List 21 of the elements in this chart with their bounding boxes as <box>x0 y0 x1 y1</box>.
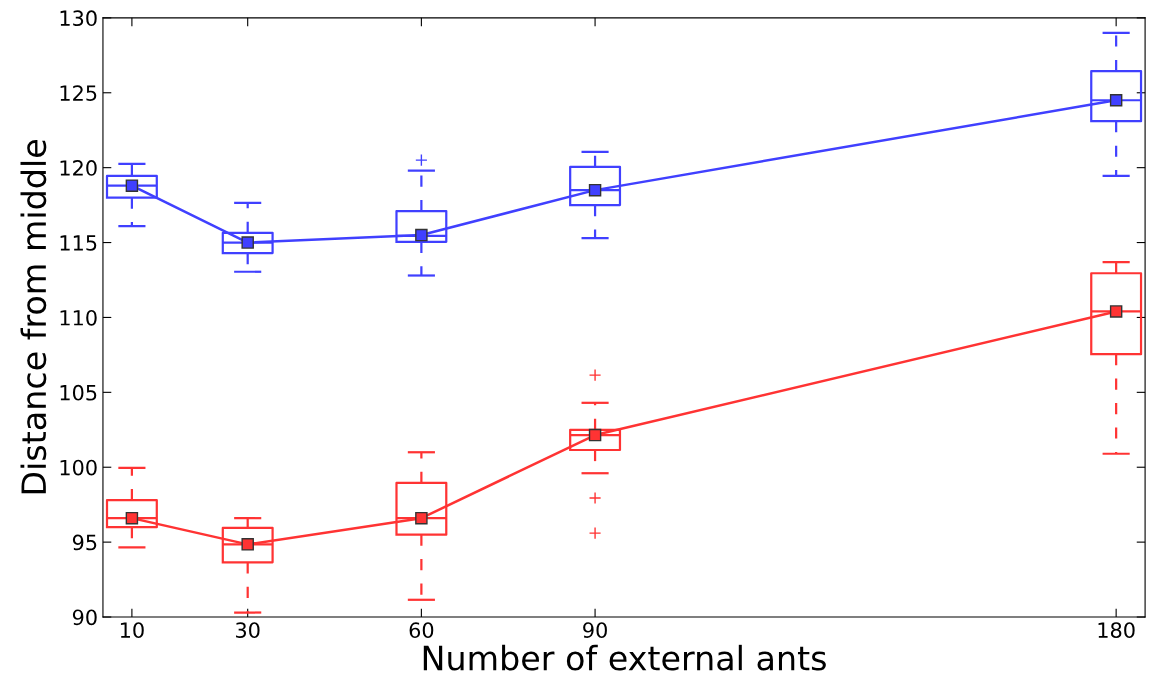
y-tick-label: 115 <box>60 235 97 251</box>
point <box>241 538 254 551</box>
x-axis-title: Number of external ants <box>423 644 826 671</box>
y-tick-label: 100 <box>60 459 97 476</box>
y-tick-label: 125 <box>60 85 97 101</box>
y-tick-label: 90 <box>72 609 97 626</box>
y-tick-label: 120 <box>60 160 97 176</box>
point <box>1109 305 1123 318</box>
x-tick-label: 180 <box>1098 622 1135 639</box>
x-tick-label: 30 <box>236 622 260 639</box>
y-tick-label: 110 <box>60 309 97 326</box>
y-tick-label: 130 <box>60 10 97 27</box>
point <box>415 228 428 242</box>
x-tick-label: 60 <box>409 622 434 639</box>
point <box>415 511 428 525</box>
y-tick-label: 105 <box>60 384 97 401</box>
y-tick-label: 95 <box>72 534 97 551</box>
y-axis-title: Distance from middle <box>20 140 47 494</box>
x-tick-label: 10 <box>120 622 144 639</box>
point <box>241 236 254 249</box>
x-tick-label: 90 <box>583 622 607 639</box>
